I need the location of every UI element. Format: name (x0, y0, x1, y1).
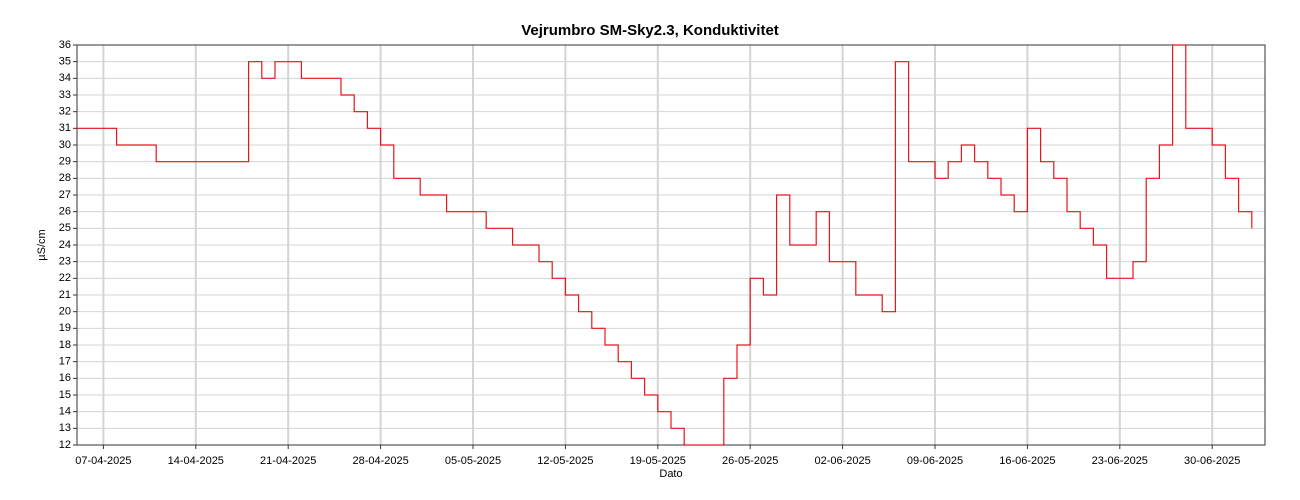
data-line (77, 44, 1253, 446)
x-tick-label: 28-04-2025 (352, 455, 408, 467)
y-tick-label: 17 (59, 356, 71, 368)
y-tick-label: 18 (59, 339, 71, 351)
y-tick-label: 20 (59, 306, 71, 318)
y-tick-label: 32 (59, 106, 71, 118)
x-tick-label: 30-06-2025 (1184, 455, 1240, 467)
x-tick-label: 26-05-2025 (722, 455, 778, 467)
x-tick-label: 21-04-2025 (260, 455, 316, 467)
y-tick-label: 22 (59, 272, 71, 284)
x-tick-label: 05-05-2025 (445, 455, 501, 467)
x-tick-label: 23-06-2025 (1092, 455, 1148, 467)
y-tick-label: 27 (59, 189, 71, 201)
y-tick-label: 24 (59, 239, 71, 251)
y-tick-label: 15 (59, 389, 71, 401)
y-axis-label: µS/cm (36, 229, 48, 260)
x-tick-label: 19-05-2025 (630, 455, 686, 467)
y-tick-label: 26 (59, 206, 71, 218)
x-tick-label: 07-04-2025 (75, 455, 131, 467)
y-tick-label: 30 (59, 139, 71, 151)
x-tick-label: 14-04-2025 (168, 455, 224, 467)
plot-border (76, 44, 1266, 446)
y-tick-label: 35 (59, 56, 71, 68)
x-tick-label: 09-06-2025 (907, 455, 963, 467)
y-tick-label: 23 (59, 256, 71, 268)
chart-title: Vejrumbro SM-Sky2.3, Konduktivitet (521, 22, 779, 39)
y-tick-label: 21 (59, 289, 71, 301)
y-tick-label: 29 (59, 156, 71, 168)
y-tick-label: 16 (59, 372, 71, 384)
y-tick-label: 25 (59, 222, 71, 234)
y-tick-label: 36 (59, 39, 71, 51)
y-tick-label: 13 (59, 422, 71, 434)
y-tick-label: 12 (59, 439, 71, 451)
x-tick-label: 12-05-2025 (537, 455, 593, 467)
y-tick-label: 31 (59, 122, 71, 134)
x-axis-label: Dato (659, 468, 682, 480)
y-tick-label: 34 (59, 72, 71, 84)
y-tick-label: 19 (59, 322, 71, 334)
x-tick-label: 16-06-2025 (999, 455, 1055, 467)
y-tick-label: 28 (59, 172, 71, 184)
x-tick-label: 02-06-2025 (814, 455, 870, 467)
y-tick-label: 14 (59, 406, 71, 418)
y-tick-label: 33 (59, 89, 71, 101)
